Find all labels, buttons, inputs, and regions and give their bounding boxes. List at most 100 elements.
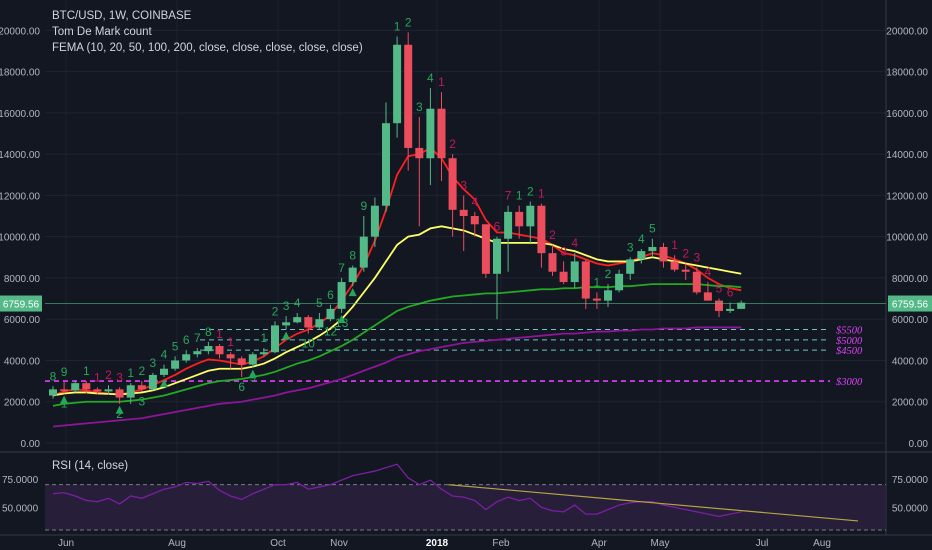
candle-body [126, 385, 135, 398]
candle-body [49, 389, 57, 396]
candle-body [648, 246, 657, 252]
y-tick-left: 10000.00 [0, 233, 40, 244]
x-tick-label: Oct [270, 538, 286, 549]
candle-body [604, 290, 612, 301]
candle-body [370, 205, 379, 237]
td-count-label: 2 [405, 15, 412, 29]
td-count-label: 4 [638, 232, 645, 246]
rsi-legend[interactable]: RSI (14, close) [52, 460, 129, 472]
td-buy-arrow [282, 331, 291, 340]
candle-body [559, 271, 568, 283]
x-tick-label: Jun [58, 538, 74, 549]
td-count-label: 7 [338, 261, 345, 275]
td-buy-arrow [115, 405, 124, 414]
last-price-tag-left [0, 295, 42, 312]
candle-body [359, 236, 368, 268]
td-count-label: 7 [505, 189, 512, 203]
td-count-label: 12 [324, 324, 338, 338]
td-count-label: 4 [294, 296, 301, 310]
candle-body [459, 209, 468, 217]
candle-body [282, 322, 291, 326]
candle-body [259, 352, 268, 355]
td-count-label: 3 [283, 299, 290, 313]
y-tick-right: 2000.00 [892, 398, 929, 409]
candle-body [248, 354, 257, 365]
candle-body [493, 238, 501, 274]
y-tick-right: 12000.00 [886, 191, 928, 202]
rsi-trendline [448, 484, 859, 522]
candle-body [315, 319, 324, 328]
candle-body [148, 374, 157, 390]
candle-body [82, 383, 91, 390]
td-count-label: 3 [460, 178, 467, 192]
candle-body [237, 358, 246, 365]
x-tick-label: Nov [330, 538, 348, 549]
td-count-label: 1 [227, 335, 234, 349]
td-count-label: 4 [705, 265, 712, 279]
x-tick-label: Feb [492, 538, 510, 549]
td-count-label: 6 [327, 288, 334, 302]
candle-body [626, 259, 635, 274]
candle-body [160, 368, 168, 375]
support-label: $3000 [836, 377, 863, 388]
td-count-label: 7 [194, 331, 201, 345]
candle-body [681, 269, 690, 272]
x-tick-label: Apr [591, 538, 607, 549]
td-count-label: 8 [205, 325, 212, 339]
candle-body [348, 267, 357, 283]
y-tick-right: 0.00 [909, 439, 929, 450]
last-price-value: 6759.56 [892, 300, 929, 311]
symbol-title[interactable]: BTC/USD, 1W, COINBASE [52, 10, 192, 22]
candle-body [448, 158, 457, 210]
candle-body [293, 317, 302, 323]
candle-body [726, 308, 735, 311]
candle-body [659, 246, 668, 262]
support-label: $4500 [836, 346, 863, 357]
td-count-label: 3 [560, 244, 567, 258]
candle-body [404, 44, 413, 148]
ema50-line [52, 283, 742, 407]
td-count-label: 3 [138, 394, 145, 408]
rsi-band [45, 484, 886, 530]
y-tick-left: 12000.00 [0, 191, 40, 202]
candle-body [703, 292, 712, 301]
candle-body [692, 271, 701, 293]
y-tick-left: 2000.00 [4, 398, 41, 409]
indicator-fema-label[interactable]: FEMA (10, 20, 50, 100, 200, close, close… [52, 42, 363, 54]
rsi-y-tick-left: 75.0000 [2, 475, 39, 486]
td-count-label: 1 [538, 187, 545, 201]
candle-body [570, 261, 579, 283]
y-tick-right: 14000.00 [886, 150, 928, 161]
candle-body [670, 261, 679, 270]
td-count-label: 6 [183, 333, 190, 347]
x-tick-label: Jul [756, 538, 769, 549]
indicator-td-label[interactable]: Tom De Mark count [52, 26, 152, 38]
td-count-label: 2 [138, 364, 145, 378]
td-count-label: 1 [394, 20, 401, 34]
y-tick-left: 14000.00 [0, 150, 40, 161]
candle-body [737, 302, 746, 309]
candle-body [304, 317, 313, 328]
candle-body [337, 282, 346, 309]
candle-body [182, 354, 191, 361]
td-count-label: 6 [238, 380, 245, 394]
chart-legend: BTC/USD, 1W, COINBASE Tom De Mark count … [52, 8, 363, 56]
y-tick-left: 20000.00 [0, 26, 40, 37]
ema100-line [52, 326, 742, 428]
td-count-label: 4 [471, 195, 478, 209]
td-count-label: 2 [527, 185, 534, 199]
td-count-label: 9 [61, 365, 68, 379]
y-tick-right: 18000.00 [886, 68, 928, 79]
candle-body [470, 216, 479, 225]
candle-body [104, 389, 113, 392]
support-label: $5500 [836, 326, 863, 337]
td-count-label: 2 [272, 304, 279, 318]
candle-body [215, 346, 224, 355]
td-count-label: 8 [349, 249, 356, 263]
candle-body [637, 251, 646, 260]
rsi-y-tick-left: 50.0000 [2, 503, 39, 514]
candle-body [382, 123, 390, 206]
td-buy-arrow [337, 315, 346, 324]
